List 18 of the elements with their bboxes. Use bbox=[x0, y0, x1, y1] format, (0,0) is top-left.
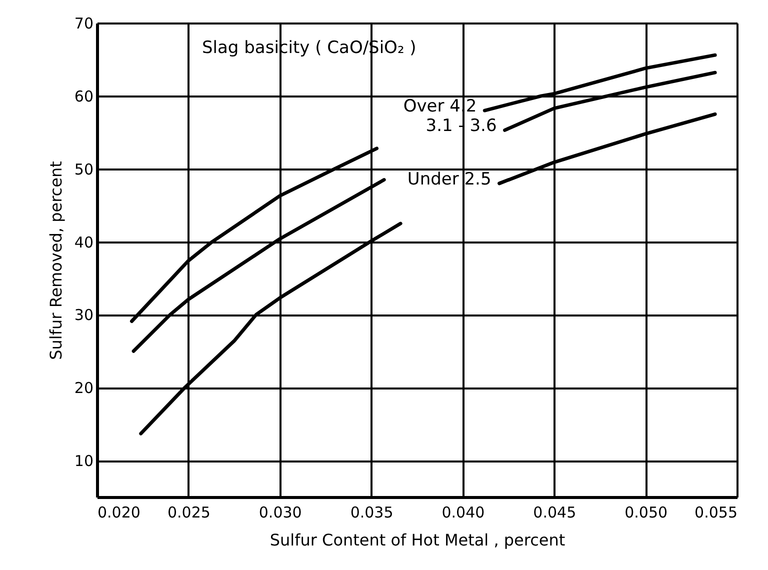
series-label: Under 2.5 bbox=[407, 169, 492, 190]
x-tick-label: 0.035 bbox=[350, 504, 394, 522]
y-axis-title: Sulfur Removed, percent bbox=[46, 161, 66, 360]
x-tick-label: 0.055 bbox=[694, 504, 738, 522]
x-tick-label: 0.040 bbox=[442, 504, 485, 522]
y-tick-label: 60 bbox=[74, 87, 94, 106]
x-tick-label: 0.050 bbox=[624, 504, 668, 522]
x-tick-label: 0.045 bbox=[533, 504, 576, 522]
x-tick-label: 0.030 bbox=[258, 504, 302, 522]
y-tick-label: 50 bbox=[74, 160, 94, 178]
y-tick-label: 20 bbox=[74, 379, 94, 398]
y-tick-label: 40 bbox=[74, 233, 94, 252]
y-tick-label: 10 bbox=[74, 452, 94, 470]
x-tick-label: 0.020 bbox=[98, 504, 140, 522]
y-tick-label: 70 bbox=[74, 14, 94, 32]
x-tick-label: 0.025 bbox=[167, 504, 210, 522]
x-axis-title: Sulfur Content of Hot Metal , percent bbox=[270, 530, 566, 550]
y-tick-label: 30 bbox=[74, 306, 94, 324]
